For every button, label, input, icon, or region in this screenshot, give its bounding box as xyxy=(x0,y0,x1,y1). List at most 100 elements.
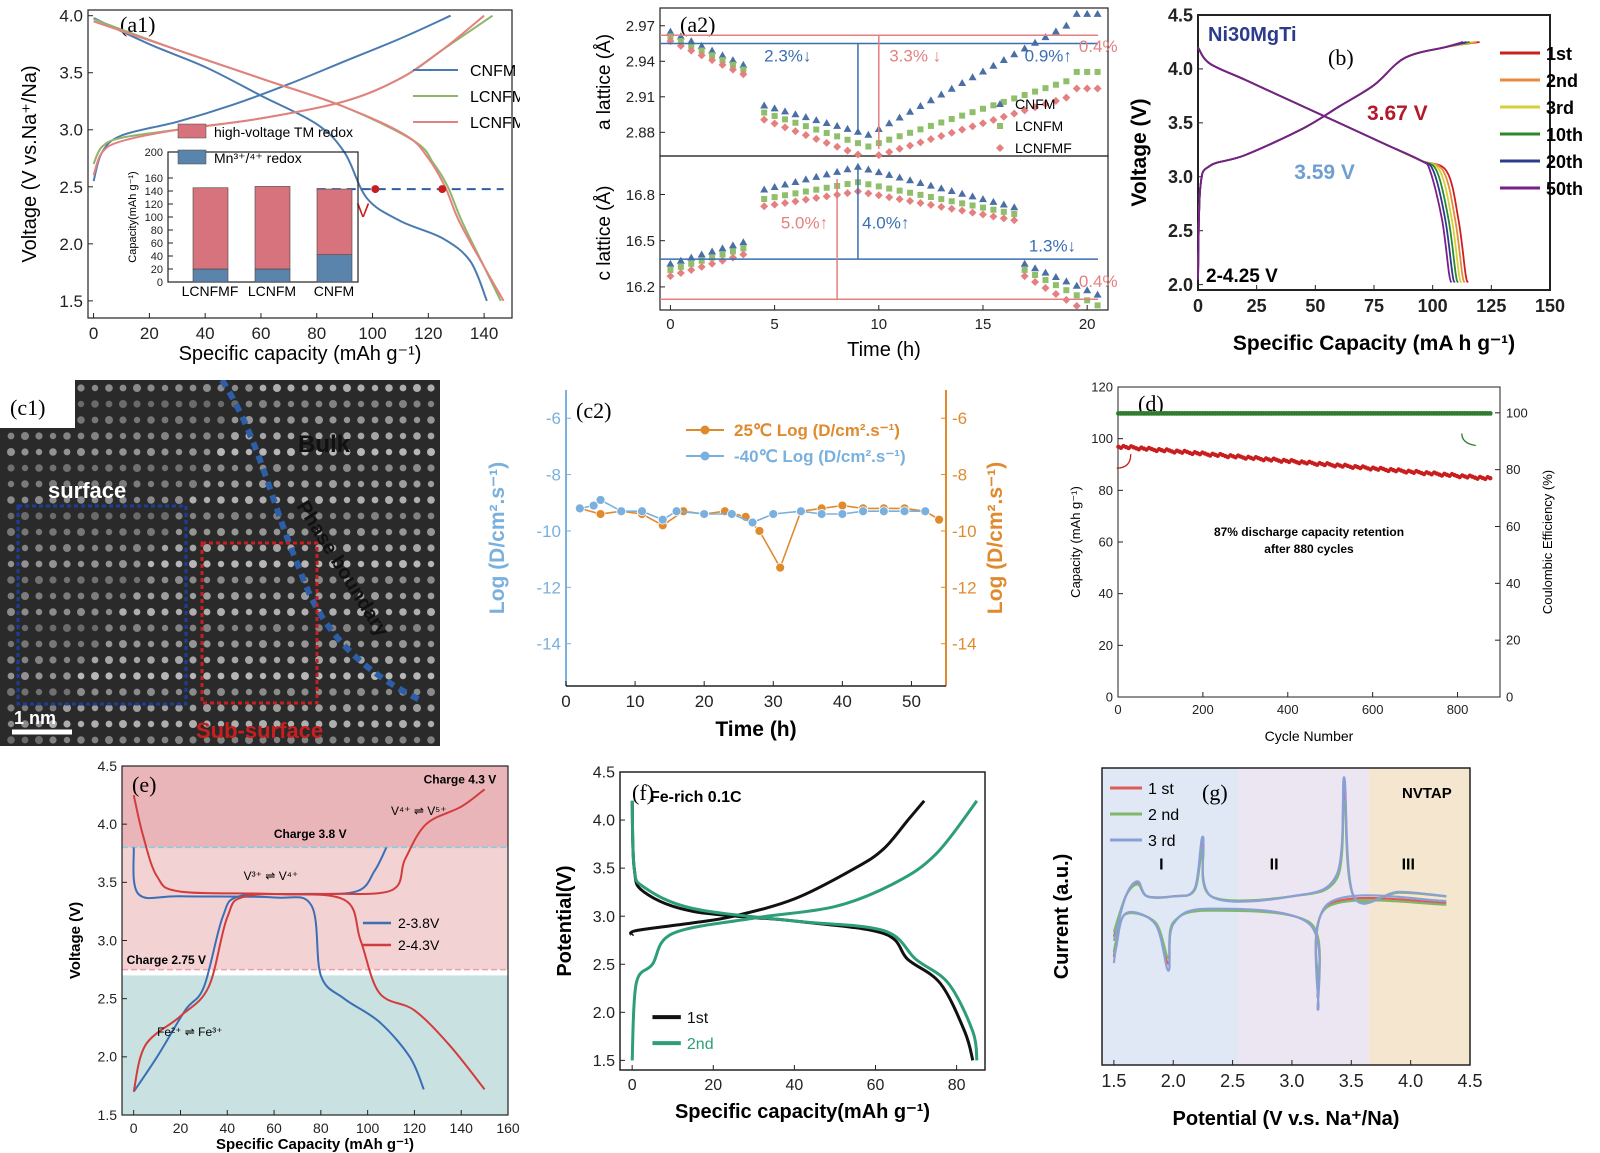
lattice-dot xyxy=(245,448,253,456)
a2-point-CNFM xyxy=(739,60,748,68)
c2-point xyxy=(837,509,848,519)
lattice-dot xyxy=(105,400,113,408)
a1-inset-ytick-label: 20 xyxy=(151,264,163,276)
lattice-dot xyxy=(343,448,351,456)
a2-point-CNFM xyxy=(968,73,977,81)
e-ytick-label: 1.5 xyxy=(98,1107,118,1123)
g-region xyxy=(1369,768,1470,1065)
lattice-dot xyxy=(7,608,15,616)
a2-point-LCNFMF xyxy=(989,212,998,221)
lattice-dot xyxy=(77,464,85,472)
a2-panel-label: (a2) xyxy=(680,12,715,37)
a2-point-LCNFM xyxy=(740,66,747,73)
c2-right-ytick-label: -8 xyxy=(952,466,967,485)
lattice-dot xyxy=(217,464,225,472)
f-xtick-label: 0 xyxy=(628,1077,637,1094)
lattice-dot xyxy=(63,480,71,488)
a2-bottom-ytick-label: 16.5 xyxy=(626,233,655,250)
lattice-dot xyxy=(147,640,155,648)
lattice-dot xyxy=(63,512,71,520)
d-ytick-label: 20 xyxy=(1099,638,1113,653)
a2-point-CNFM xyxy=(843,124,852,132)
lattice-dot xyxy=(259,624,267,632)
lattice-dot xyxy=(273,560,281,568)
a2-point-LCNFM xyxy=(1032,88,1039,95)
lattice-dot xyxy=(413,480,421,488)
lattice-dot xyxy=(413,400,421,408)
c2-point xyxy=(768,509,779,519)
lattice-dot xyxy=(203,720,211,728)
a1-xlabel: Specific capacity (mAh g⁻¹) xyxy=(179,343,422,365)
a2-point-LCNFM xyxy=(886,136,893,143)
lattice-dot xyxy=(287,656,295,664)
lattice-dot xyxy=(91,432,99,440)
lattice-dot xyxy=(371,576,379,584)
lattice-dot xyxy=(343,704,351,712)
lattice-dot xyxy=(427,416,435,424)
a2-point-LCNFMF xyxy=(739,70,748,79)
b-ylabel: Voltage (V) xyxy=(1128,98,1151,206)
lattice-dot xyxy=(203,576,211,584)
lattice-dot xyxy=(161,544,169,552)
lattice-dot xyxy=(175,384,183,392)
a2-point-LCNFMF xyxy=(708,259,717,268)
lattice-dot xyxy=(301,512,309,520)
lattice-dot xyxy=(133,640,141,648)
lattice-dot xyxy=(427,736,435,744)
lattice-dot xyxy=(21,512,29,520)
a2-point-LCNFM xyxy=(1063,287,1070,294)
a2-point-CNFM xyxy=(781,180,790,188)
lattice-dot xyxy=(371,704,379,712)
lattice-dot xyxy=(105,464,113,472)
lattice-dot xyxy=(91,544,99,552)
lattice-dot xyxy=(49,656,57,664)
lattice-dot xyxy=(35,640,43,648)
lattice-dot xyxy=(147,704,155,712)
lattice-dot xyxy=(385,496,393,504)
b-ytick-label: 3.5 xyxy=(1168,113,1193,133)
lattice-dot xyxy=(7,656,15,664)
e-panel-label: (e) xyxy=(132,772,156,797)
lattice-dot xyxy=(105,544,113,552)
d-ytick-label: 100 xyxy=(1091,431,1113,446)
lattice-dot xyxy=(301,656,309,664)
lattice-dot xyxy=(385,480,393,488)
a2-point-LCNFM xyxy=(761,196,768,203)
e-legend-label: 2-4.3V xyxy=(398,937,440,953)
a2-point-LCNFMF xyxy=(864,189,873,198)
c2-xtick-label: 10 xyxy=(626,692,645,711)
lattice-dot xyxy=(35,544,43,552)
lattice-dot xyxy=(301,688,309,696)
a2-point-LCNFM xyxy=(1000,98,1007,105)
lattice-dot xyxy=(119,608,127,616)
lattice-dot xyxy=(35,496,43,504)
lattice-dot xyxy=(133,448,141,456)
g-xtick-label: 2.5 xyxy=(1220,1071,1245,1091)
g-legend-label: 2 nd xyxy=(1148,807,1179,824)
a1-ytick-label: 1.5 xyxy=(59,292,83,311)
lattice-dot xyxy=(203,624,211,632)
lattice-dot xyxy=(7,528,15,536)
a2-point-LCNFMF xyxy=(801,195,810,204)
lattice-dot xyxy=(161,720,169,728)
a2-point-LCNFMF xyxy=(874,191,883,200)
a1-legend-label: CNFM xyxy=(470,63,516,80)
lattice-dot xyxy=(91,688,99,696)
lattice-dot xyxy=(63,640,71,648)
lattice-dot xyxy=(119,576,127,584)
a2-point-CNFM xyxy=(708,46,717,54)
lattice-dot xyxy=(343,608,351,616)
lattice-dot xyxy=(175,528,183,536)
lattice-dot xyxy=(371,736,379,744)
a2-point-LCNFM xyxy=(709,52,716,59)
lattice-dot xyxy=(119,672,127,680)
lattice-dot xyxy=(119,496,127,504)
a2-point-LCNFM xyxy=(990,102,997,109)
lattice-dot xyxy=(147,432,155,440)
lattice-dot xyxy=(133,544,141,552)
b-xtick-label: 50 xyxy=(1305,296,1325,316)
lattice-dot xyxy=(245,608,253,616)
e-xtick-label: 0 xyxy=(130,1120,138,1136)
lattice-dot xyxy=(357,720,365,728)
a2-point-LCNFM xyxy=(844,136,851,143)
